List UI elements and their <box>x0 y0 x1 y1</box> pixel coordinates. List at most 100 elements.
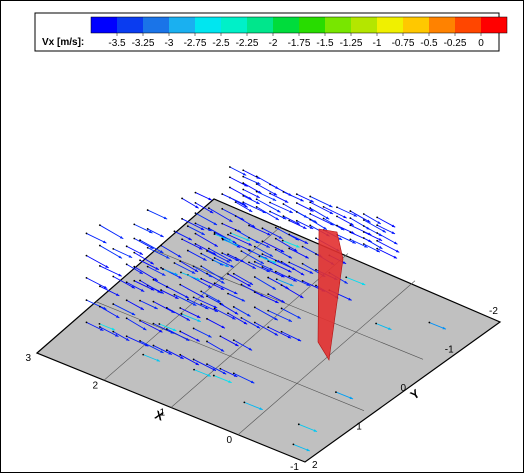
y-tick-label: 2 <box>312 460 318 471</box>
vector-arrow-114 <box>213 257 235 268</box>
vector-arrow-52 <box>255 190 277 202</box>
vector-arrow-70 <box>269 201 294 214</box>
colorbar-swatch-12 <box>403 17 429 33</box>
vector-arrow-197 <box>362 213 382 225</box>
vector-arrow-205 <box>280 260 305 276</box>
x-tick-label: 1 <box>159 408 165 419</box>
vector-arrow-127 <box>179 330 201 342</box>
colorbar-swatch-15 <box>481 17 507 33</box>
vector-arrow-81 <box>186 249 207 261</box>
vector-arrow-119 <box>261 227 283 240</box>
x-axis-ticks: 3 2 1 0 -1 <box>25 353 299 473</box>
vector-arrow-123 <box>309 207 330 220</box>
vector-arrow-40 <box>112 330 130 342</box>
colorbar-swatch-9 <box>325 17 351 33</box>
vector-arrow-16 <box>228 166 247 176</box>
vector-arrow-77 <box>139 259 160 271</box>
red-obstacle-plate <box>317 228 344 361</box>
vector-arrow-140 <box>274 226 300 241</box>
vector-arrow-233 <box>258 255 277 264</box>
vector-arrow-19 <box>98 285 120 297</box>
vector-arrow-234 <box>345 276 366 286</box>
vector-arrow-42 <box>112 275 136 289</box>
vector-arrow-221 <box>158 323 177 332</box>
vector-arrow-32 <box>194 201 214 214</box>
vector-arrow-106 <box>295 202 314 212</box>
colorbar-tick-label: -1.75 <box>288 38 311 49</box>
vector-arrow-118 <box>261 240 285 253</box>
vector-arrow-154 <box>288 233 309 245</box>
vector-arrow-209 <box>376 247 398 259</box>
colorbar-swatch-7 <box>273 17 299 33</box>
vector-arrow-122 <box>309 212 334 226</box>
vector-arrow-79 <box>186 298 209 310</box>
vector-arrow-36 <box>242 188 260 199</box>
colorbar-tick-label: -2.75 <box>184 38 207 49</box>
vector-arrow-182 <box>219 302 239 315</box>
vector-arrow-218 <box>213 233 233 242</box>
y-tick-label: -2 <box>489 306 498 317</box>
vector-arrow-187 <box>267 260 292 273</box>
vector-arrow-165 <box>206 250 231 263</box>
vector-arrow-0 <box>85 321 104 332</box>
y-axis-ticks: 2 1 0 -1 -2 <box>312 306 498 471</box>
vector-arrow-105 <box>295 211 318 224</box>
vector-arrow-26 <box>146 228 164 238</box>
vector-arrow-146 <box>192 296 218 309</box>
colorbar-tick-label: -0.75 <box>392 38 415 49</box>
vector-arrow-88 <box>282 215 301 225</box>
vector-arrow-117 <box>261 253 281 263</box>
vector-arrow-196 <box>362 219 387 233</box>
colorbar-tick-label: -2.25 <box>236 38 259 49</box>
vector-arrow-38 <box>242 175 261 185</box>
vector-arrow-121 <box>309 218 328 230</box>
vector-arrow-41 <box>112 303 136 316</box>
vector-arrow-60 <box>125 245 144 255</box>
vector-arrow-107 <box>295 193 315 203</box>
velocity-vectors <box>85 166 447 452</box>
vector-arrow-175 <box>349 238 368 248</box>
colorbar-tick-labels: -3.5 -3.25 -3 -2.75 -2.5 -2.25 -2 -1.75 -1.5 -1.2… <box>108 33 484 49</box>
vector-arrow-74 <box>139 319 163 333</box>
vector-arrow-69 <box>269 210 287 220</box>
vector-arrow-14 <box>228 186 253 200</box>
vector-arrow-62 <box>173 262 196 275</box>
vector-arrow-145 <box>192 327 212 338</box>
vector-arrow-22 <box>98 224 124 240</box>
vector-arrow-155 <box>288 219 307 230</box>
vector-arrow-164 <box>206 272 225 284</box>
vector-arrow-185 <box>267 293 285 303</box>
colorbar-tick-label: -1 <box>373 38 382 49</box>
colorbar-swatch-14 <box>455 17 481 33</box>
vector-arrow-2 <box>85 277 108 289</box>
vector-arrow-8 <box>133 237 154 250</box>
obstacle-plate <box>317 228 344 361</box>
vector-arrow-202 <box>280 330 302 342</box>
vector-arrow-135 <box>227 233 253 246</box>
vector-arrow-192 <box>362 243 381 253</box>
vector-arrow-115 <box>213 231 237 244</box>
vector-arrow-5 <box>133 279 155 291</box>
x-tick-label: 0 <box>226 435 232 446</box>
colorbar-tick-label: -3 <box>165 38 174 49</box>
vector-arrow-76 <box>139 279 161 294</box>
vector-arrow-217 <box>297 423 318 433</box>
colorbar-tick-label: -0.25 <box>444 38 467 49</box>
colorbar-swatch-6 <box>247 17 273 33</box>
x-tick-label: 3 <box>25 353 31 364</box>
vector-arrow-148 <box>240 316 261 329</box>
vector-arrow-108 <box>165 349 184 360</box>
vector-arrow-34 <box>242 201 267 214</box>
colorbar-tick-label: -3.25 <box>132 38 155 49</box>
vector-arrow-213 <box>376 216 396 228</box>
y-tick-label: 1 <box>356 422 362 433</box>
vector-arrow-51 <box>255 198 281 213</box>
vector-arrow-95 <box>200 303 219 313</box>
vector-arrow-226 <box>162 268 178 276</box>
vector-arrow-112 <box>213 307 236 320</box>
vector-arrow-24 <box>146 265 166 277</box>
vector-arrow-71 <box>269 192 289 203</box>
vector-arrow-199 <box>232 339 253 351</box>
vector-arrow-126 <box>179 353 200 366</box>
vector-arrow-162 <box>206 317 226 329</box>
